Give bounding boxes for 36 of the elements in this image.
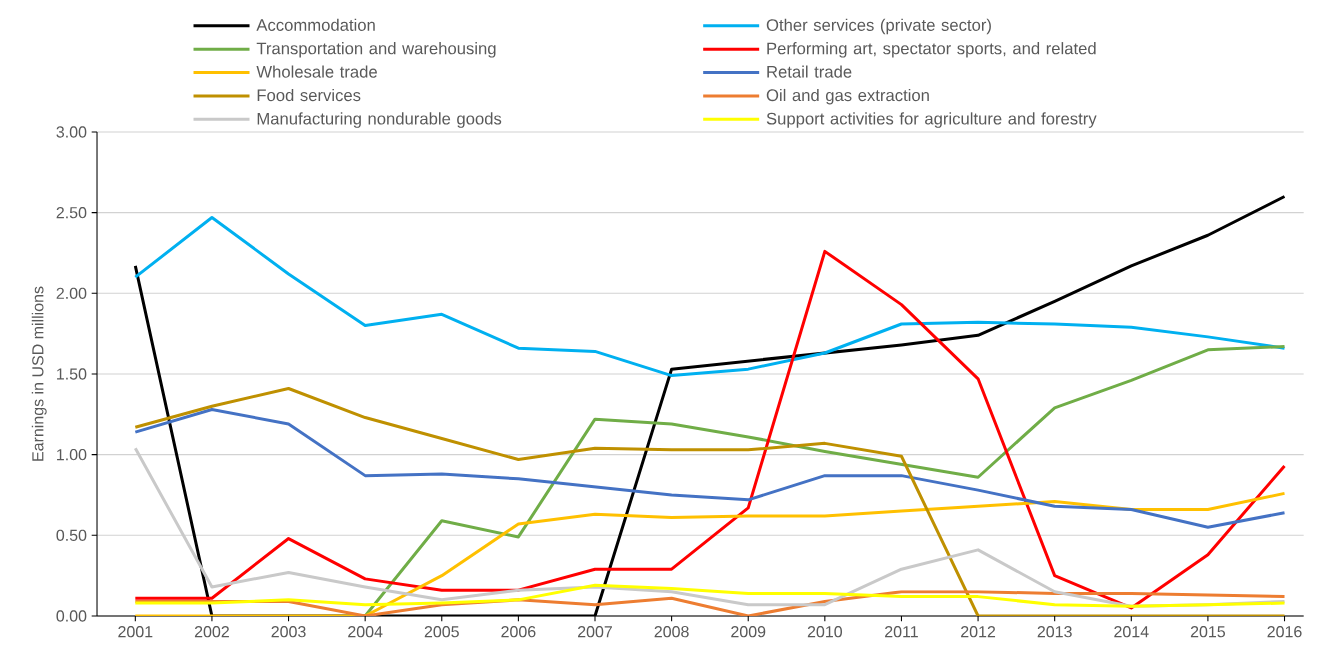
x-tick-label: 2015 <box>1190 626 1226 638</box>
legend-label: Retail trade <box>767 65 852 78</box>
y-axis-title: Earnings in USD millions <box>31 286 47 461</box>
legend-label: Accommodation <box>256 18 375 31</box>
x-tick-label: 2016 <box>1267 626 1302 638</box>
x-tick-label: 2002 <box>194 626 229 638</box>
legend-label: Wholesale trade <box>256 65 377 78</box>
y-tick-label: 1.50 <box>57 368 87 380</box>
x-tick-label: 2010 <box>807 626 843 638</box>
legend-label: Other services (private sector) <box>766 18 991 35</box>
x-tick-label: 2011 <box>885 626 918 638</box>
y-tick-label: 0.50 <box>56 529 87 541</box>
x-tick-label: 2013 <box>1037 626 1072 638</box>
x-tick-label: 2001 <box>118 626 153 638</box>
x-tick-label: 2012 <box>961 626 996 638</box>
x-tick-label: 2007 <box>578 626 612 638</box>
y-tick-label: 2.00 <box>56 287 87 299</box>
x-tick-label: 2003 <box>271 626 306 638</box>
y-tick-label: 0.00 <box>56 610 87 622</box>
x-tick-label: 2008 <box>654 626 689 638</box>
y-tick-label: 1.00 <box>57 449 87 461</box>
line-series <box>133 216 1287 378</box>
x-tick-label: 2014 <box>1114 626 1149 638</box>
y-tick-label: 2.50 <box>56 207 87 219</box>
x-tick-label: 2005 <box>424 626 459 638</box>
legend-label: Manufacturing nondurable goods <box>257 112 502 128</box>
legend-label: Transportation and warehousing <box>256 42 496 58</box>
y-tick-label: 3.00 <box>56 126 87 138</box>
x-tick-label: 2009 <box>731 626 766 638</box>
x-tick-label: 2006 <box>501 626 536 638</box>
legend-label: Food services <box>257 88 361 102</box>
line-series <box>133 583 1287 608</box>
legend-label: Performing art, spectator sports, and related <box>767 42 1096 58</box>
legend-label: Oil and gas extraction <box>766 88 929 105</box>
legend-label: Support activities for agriculture and forestry <box>766 112 1097 128</box>
x-tick-label: 2004 <box>348 626 383 638</box>
